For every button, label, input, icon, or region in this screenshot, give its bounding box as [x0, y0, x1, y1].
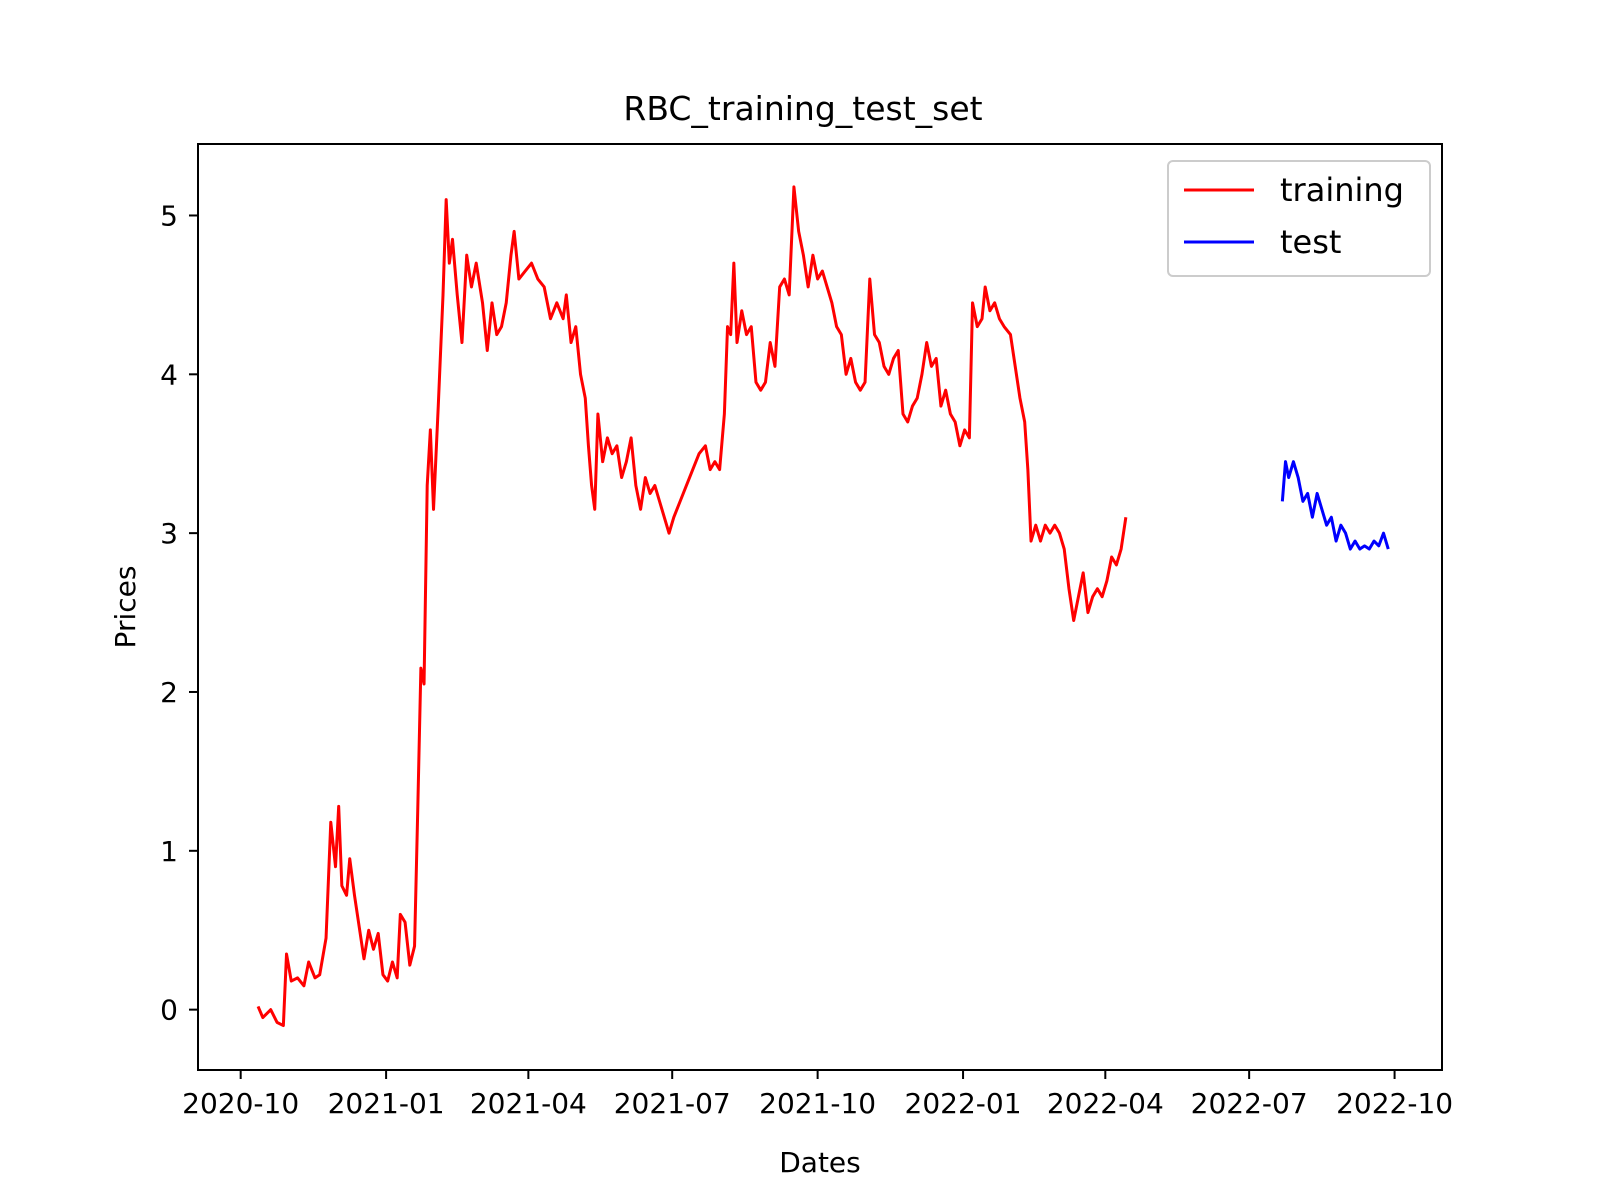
- legend: training test: [1167, 160, 1431, 277]
- x-tick-label: 2022-07: [1191, 1087, 1308, 1120]
- plot-frame: [197, 143, 1443, 1071]
- y-tick-label: 4: [160, 358, 178, 391]
- x-tick-label: 2021-07: [614, 1087, 731, 1120]
- x-tick-label: 2021-04: [470, 1087, 587, 1120]
- y-tick-label: 0: [160, 994, 178, 1027]
- x-axis-label: Dates: [779, 1146, 861, 1179]
- chart-title: RBC_training_test_set: [623, 89, 982, 128]
- x-tick-label: 2022-10: [1336, 1087, 1453, 1120]
- y-tick-label: 2: [160, 676, 178, 709]
- legend-label-training: training: [1280, 171, 1404, 209]
- series-layer: [256, 185, 1390, 1028]
- x-tick-label: 2022-01: [905, 1087, 1022, 1120]
- legend-label-test: test: [1280, 223, 1341, 261]
- y-axis: 0 1 2 3 4 5: [160, 199, 198, 1027]
- series-line-test: [1280, 460, 1390, 551]
- y-tick-label: 5: [160, 199, 178, 232]
- x-tick-label: 2021-01: [328, 1087, 445, 1120]
- x-tick-label: 2021-10: [759, 1087, 876, 1120]
- y-tick-label: 3: [160, 517, 178, 550]
- x-tick-label: 2020-10: [182, 1087, 299, 1120]
- y-tick-label: 1: [160, 835, 178, 868]
- x-tick-label: 2022-04: [1047, 1087, 1164, 1120]
- y-axis-label: Prices: [109, 566, 142, 649]
- x-axis: 2020-10 2021-01 2021-04 2021-07 2021-10 2022-…: [182, 1070, 1453, 1120]
- series-line-training: [256, 185, 1128, 1028]
